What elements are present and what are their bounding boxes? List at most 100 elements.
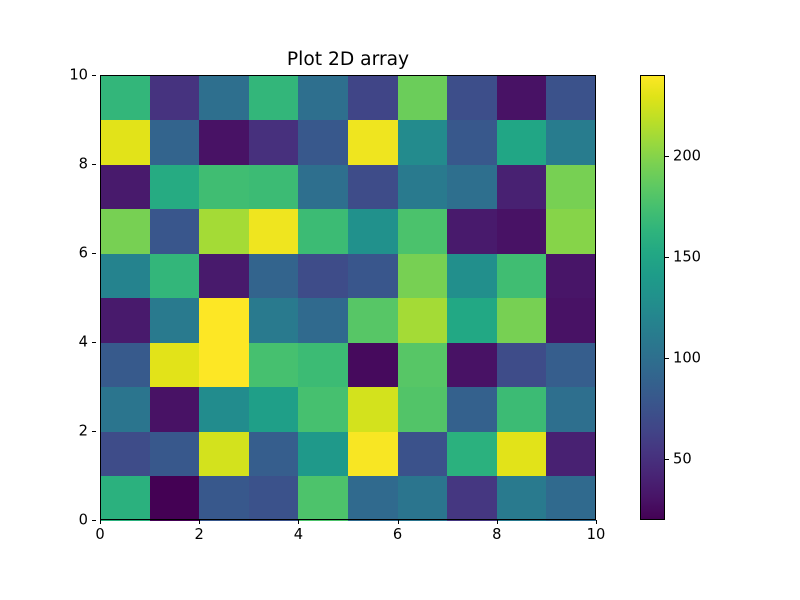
heatmap-cell — [100, 120, 150, 165]
heatmap-cell — [249, 164, 299, 209]
heatmap-cell — [100, 342, 150, 387]
heatmap-cell — [298, 387, 348, 432]
heatmap-cell — [249, 298, 299, 343]
x-tick-mark — [398, 520, 399, 524]
heatmap-cell — [348, 209, 398, 254]
heatmap-cell — [398, 342, 448, 387]
heatmap-cell — [546, 387, 596, 432]
heatmap-cell — [100, 298, 150, 343]
heatmap-cell — [199, 75, 249, 120]
heatmap-cell — [447, 476, 497, 521]
heatmap-cell — [150, 431, 200, 476]
heatmap-cell — [497, 298, 547, 343]
heatmap-cell — [546, 209, 596, 254]
colorbar-tick-label: 50 — [673, 451, 692, 468]
colorbar-tick-label: 200 — [673, 147, 701, 164]
heatmap-cell — [298, 209, 348, 254]
heatmap-cell — [150, 164, 200, 209]
heatmap-cell — [546, 75, 596, 120]
heatmap-cell — [398, 476, 448, 521]
heatmap-cell — [348, 476, 398, 521]
heatmap-cell — [348, 342, 398, 387]
heatmap-cell — [447, 342, 497, 387]
figure: Plot 2D array 0246810 0246810 5010015020… — [0, 0, 800, 600]
heatmap-cell — [398, 431, 448, 476]
heatmap-axes — [100, 75, 596, 520]
heatmap-cell — [497, 387, 547, 432]
colorbar-tick-mark — [665, 358, 669, 359]
heatmap-cell — [497, 431, 547, 476]
colorbar-tick-label: 150 — [673, 249, 701, 266]
heatmap-cell — [199, 387, 249, 432]
heatmap-cell — [150, 387, 200, 432]
y-tick-label: 6 — [79, 245, 88, 262]
heatmap-cell — [249, 253, 299, 298]
chart-title: Plot 2D array — [100, 49, 596, 70]
y-tick-label: 0 — [79, 512, 88, 529]
heatmap-cell — [100, 253, 150, 298]
heatmap-cell — [249, 209, 299, 254]
heatmap-cell — [100, 387, 150, 432]
x-tick-label: 4 — [294, 526, 303, 543]
heatmap-cell — [546, 431, 596, 476]
heatmap-cell — [249, 431, 299, 476]
heatmap-cell — [150, 75, 200, 120]
heatmap-cell — [150, 476, 200, 521]
heatmap-cell — [249, 476, 299, 521]
y-tick-mark — [92, 75, 96, 76]
heatmap-cell — [249, 75, 299, 120]
heatmap-cell — [348, 120, 398, 165]
heatmap-cell — [199, 298, 249, 343]
colorbar — [640, 75, 665, 520]
heatmap-cell — [447, 209, 497, 254]
heatmap-cell — [150, 342, 200, 387]
y-tick-mark — [92, 431, 96, 432]
heatmap-cell — [150, 253, 200, 298]
heatmap-cell — [447, 164, 497, 209]
colorbar-tick-mark — [665, 257, 669, 258]
heatmap-cell — [447, 387, 497, 432]
heatmap-cell — [447, 298, 497, 343]
heatmap-cell — [348, 253, 398, 298]
heatmap-cell — [497, 120, 547, 165]
heatmap-cell — [100, 476, 150, 521]
heatmap-cell — [298, 164, 348, 209]
heatmap-cell — [298, 476, 348, 521]
y-tick-label: 2 — [79, 423, 88, 440]
heatmap-cell — [497, 75, 547, 120]
heatmap-cell — [497, 342, 547, 387]
x-tick-mark — [199, 520, 200, 524]
heatmap-cell — [447, 253, 497, 298]
colorbar-tick-label: 100 — [673, 350, 701, 367]
heatmap-cell — [546, 342, 596, 387]
heatmap-cell — [100, 75, 150, 120]
heatmap-cell — [447, 75, 497, 120]
x-tick-mark — [100, 520, 101, 524]
heatmap-cell — [150, 120, 200, 165]
heatmap-cell — [150, 209, 200, 254]
heatmap-cell — [199, 476, 249, 521]
y-tick-mark — [92, 342, 96, 343]
heatmap-cell — [398, 298, 448, 343]
heatmap-cell — [100, 431, 150, 476]
heatmap-cell — [199, 120, 249, 165]
heatmap-cell — [398, 164, 448, 209]
x-tick-label: 6 — [393, 526, 402, 543]
heatmap-cell — [100, 209, 150, 254]
y-tick-mark — [92, 520, 96, 521]
y-tick-label: 10 — [69, 67, 88, 84]
heatmap-cell — [298, 298, 348, 343]
heatmap-cell — [150, 298, 200, 343]
x-tick-mark — [596, 520, 597, 524]
x-tick-mark — [298, 520, 299, 524]
heatmap-grid — [100, 75, 596, 520]
heatmap-cell — [249, 342, 299, 387]
x-tick-mark — [497, 520, 498, 524]
heatmap-cell — [249, 120, 299, 165]
heatmap-cell — [546, 120, 596, 165]
heatmap-cell — [348, 431, 398, 476]
heatmap-cell — [298, 342, 348, 387]
y-tick-mark — [92, 253, 96, 254]
heatmap-cell — [497, 209, 547, 254]
heatmap-cell — [546, 164, 596, 209]
